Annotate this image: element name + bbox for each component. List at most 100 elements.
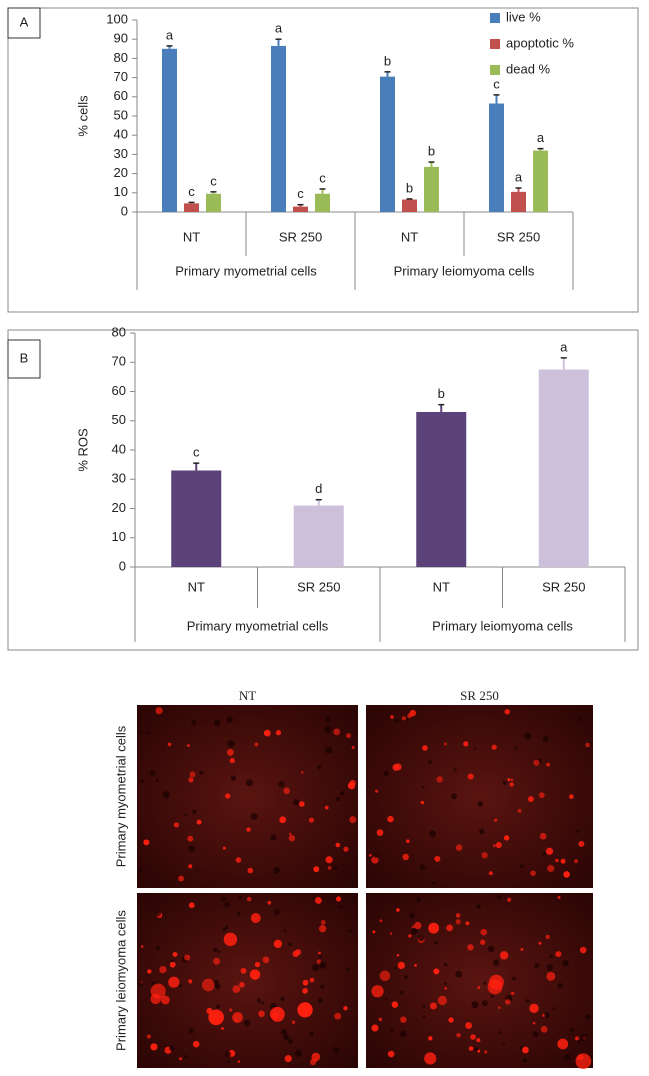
bar	[162, 48, 177, 212]
cell	[293, 799, 300, 806]
cell	[140, 730, 143, 734]
cell	[490, 994, 494, 998]
cell	[422, 1004, 426, 1008]
cell	[374, 789, 379, 793]
cell	[408, 934, 412, 938]
cell	[428, 760, 432, 764]
cell	[346, 967, 350, 972]
cell	[179, 984, 182, 987]
bar	[489, 103, 504, 212]
cell	[271, 1012, 279, 1020]
cell	[325, 746, 333, 754]
cell	[542, 852, 547, 856]
cell	[557, 895, 561, 899]
cell	[434, 855, 441, 862]
cell	[495, 842, 502, 849]
cell	[560, 858, 566, 864]
panel-label: A	[20, 14, 29, 29]
panel-frame	[7, 329, 639, 651]
cell	[299, 801, 305, 807]
cell	[575, 829, 579, 833]
cell	[140, 945, 144, 948]
cell	[569, 1027, 574, 1032]
cell	[578, 840, 585, 847]
cell	[520, 864, 524, 868]
cell	[313, 866, 320, 873]
cell	[574, 1036, 580, 1041]
cell	[378, 1017, 383, 1022]
cell	[249, 969, 261, 980]
cell	[334, 1012, 342, 1020]
y-tick-label: 0	[121, 203, 128, 218]
cell	[189, 771, 196, 778]
cell	[546, 964, 554, 971]
cell	[343, 846, 349, 852]
cell	[295, 949, 302, 956]
cell	[448, 1017, 454, 1023]
cell	[270, 834, 277, 841]
cell	[199, 770, 204, 775]
cell	[371, 985, 384, 998]
significance-label: a	[275, 21, 283, 36]
cell	[534, 962, 540, 969]
cell	[557, 1038, 569, 1050]
significance-label: b	[406, 180, 413, 195]
cell	[455, 844, 463, 851]
bar	[402, 199, 417, 212]
cell	[280, 1029, 288, 1036]
y-tick-label: 100	[106, 11, 128, 26]
y-tick-label: 10	[112, 529, 126, 544]
panel-label-box	[7, 7, 41, 39]
cell	[261, 1001, 265, 1005]
cell	[555, 951, 562, 958]
cell	[229, 1008, 233, 1012]
cell	[494, 818, 498, 822]
cell	[409, 912, 416, 919]
cell	[557, 982, 563, 989]
significance-label: a	[560, 339, 568, 354]
y-tick-label: 80	[114, 50, 128, 65]
cell	[422, 745, 428, 751]
cell	[184, 1054, 188, 1059]
cell	[547, 864, 555, 873]
cell	[522, 1046, 529, 1054]
y-tick-label: 20	[112, 500, 126, 515]
cell	[314, 897, 322, 904]
cell	[538, 792, 545, 799]
significance-label: b	[438, 386, 445, 401]
cell	[577, 717, 581, 721]
cell	[339, 905, 343, 909]
cell	[492, 844, 496, 848]
cell	[487, 945, 495, 953]
cell	[325, 716, 331, 722]
cell	[562, 959, 569, 967]
cell	[372, 930, 376, 934]
cell	[278, 780, 285, 788]
cell	[484, 1050, 488, 1054]
cell	[222, 927, 226, 932]
x-tick-label: NT	[433, 579, 450, 594]
cell	[576, 1039, 581, 1044]
cell	[335, 842, 341, 848]
cell	[283, 929, 287, 932]
significance-label: b	[428, 144, 435, 159]
cell	[226, 749, 234, 756]
bar	[184, 203, 199, 212]
cell	[414, 921, 422, 930]
cell	[434, 940, 438, 945]
cell	[340, 791, 345, 796]
cell	[387, 815, 394, 823]
cell	[312, 964, 320, 971]
cell	[191, 719, 197, 726]
cell	[196, 819, 202, 825]
cell	[309, 1031, 314, 1037]
cell	[502, 780, 507, 785]
cell	[208, 1009, 224, 1026]
significance-label: a	[166, 27, 174, 42]
cell	[520, 948, 524, 951]
cell	[465, 1022, 473, 1029]
cell	[542, 735, 549, 742]
cell	[444, 987, 447, 990]
cell	[348, 929, 352, 933]
cell	[371, 856, 379, 864]
